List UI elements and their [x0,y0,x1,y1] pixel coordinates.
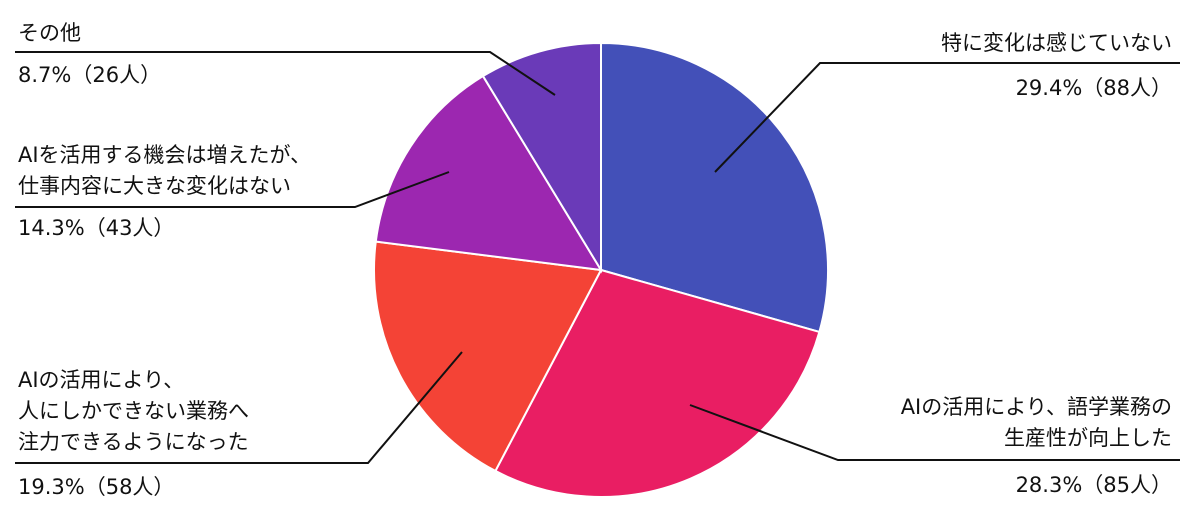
category-label: その他 [18,21,81,45]
value-label: 8.7%（26人） [18,63,162,87]
pie-slice [481,41,602,274]
leader-line [714,62,1180,173]
category-label: AIの活用により、 人にしかできない業務へ 注力できるようになった [18,368,249,454]
value-label: 19.3%（58人） [18,475,175,499]
category-label: 特に変化は感じていない [941,31,1172,55]
value-label: 14.3%（43人） [18,216,175,240]
leader-line [689,404,1180,461]
pie-slice [374,74,603,272]
leader-line [15,171,450,208]
value-label: 29.4%（88人） [1015,76,1172,100]
pie-slice [373,240,603,473]
pie-slice [600,41,829,334]
value-label: 28.3%（85人） [1015,473,1172,497]
leader-line [15,351,463,464]
leader-line [15,51,556,96]
pie-slice [494,268,821,498]
category-label: AIの活用により、語学業務の 生産性が向上した [900,395,1172,450]
category-label: AIを活用する機会は増えたが、 仕事内容に大きな変化はない [18,143,312,198]
